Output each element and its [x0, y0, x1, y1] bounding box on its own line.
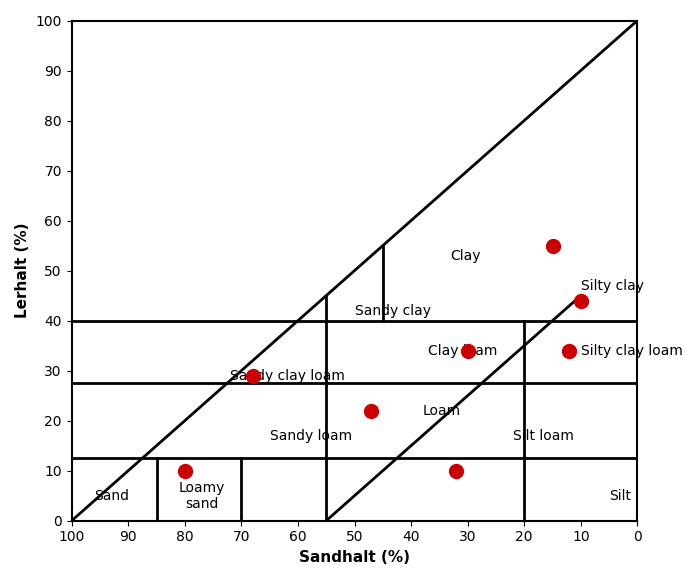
Point [462, 346, 473, 356]
Text: Silt loam: Silt loam [513, 429, 574, 443]
Text: Sandy clay loam: Sandy clay loam [230, 369, 345, 383]
Text: Sandy loam: Sandy loam [270, 429, 352, 443]
Point [547, 241, 558, 250]
Text: Silty clay: Silty clay [581, 278, 644, 293]
Text: Clay: Clay [451, 249, 481, 263]
Point [366, 406, 377, 415]
Point [564, 346, 575, 356]
Text: Silty clay loam: Silty clay loam [581, 343, 682, 358]
Point [179, 466, 190, 476]
Text: Sandy clay: Sandy clay [354, 303, 430, 318]
Text: Silt: Silt [609, 489, 631, 503]
Text: Sand: Sand [94, 489, 129, 503]
Text: Clay loam: Clay loam [428, 343, 498, 358]
Point [247, 371, 258, 380]
Point [451, 466, 462, 476]
Y-axis label: Lerhalt (%): Lerhalt (%) [15, 223, 30, 318]
X-axis label: Sandhalt (%): Sandhalt (%) [299, 550, 410, 565]
Point [575, 296, 587, 305]
Text: Loamy
sand: Loamy sand [178, 481, 225, 511]
Text: Loam: Loam [422, 404, 461, 418]
